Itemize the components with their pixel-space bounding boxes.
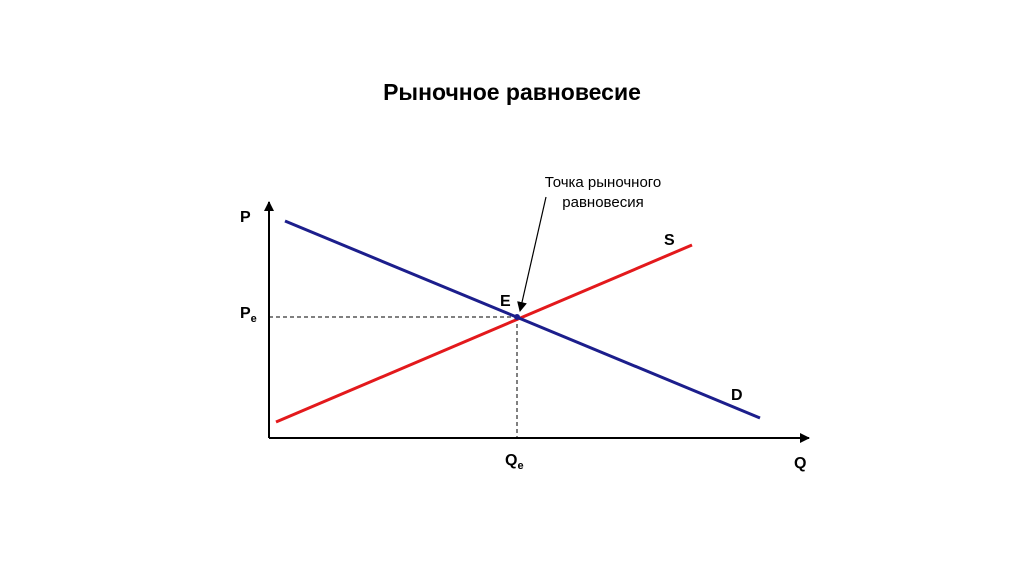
demand-label: D [731,387,743,404]
quantity-label: Qe [505,452,524,472]
price-label-sub: e [251,313,257,325]
supply-label: S [664,232,675,249]
y-axis-label: P [240,209,251,226]
supply-curve [275,243,693,424]
annotation-line: равновесия [562,194,643,211]
quantity-label-main: Q [505,452,517,469]
price-label-main: P [240,305,251,322]
equilibrium-point [514,314,520,320]
quantity-label-sub: e [517,460,523,472]
annotation-arrow [517,196,547,312]
annotation-line: Точка рыночного [545,174,662,191]
title: Рыночное равновесие [383,79,641,105]
demand-curve [284,219,761,420]
point-label: E [500,293,511,310]
price-label: Pe [240,305,257,325]
x-axis-label: Q [794,455,806,472]
